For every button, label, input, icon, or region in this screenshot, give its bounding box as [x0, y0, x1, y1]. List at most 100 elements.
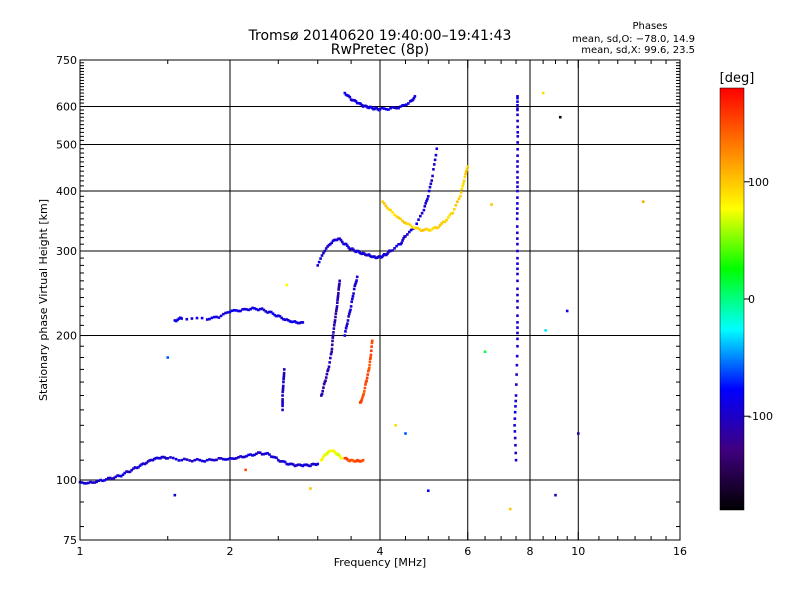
trace-point — [516, 135, 520, 138]
trace-point — [369, 356, 372, 359]
trace-point — [336, 301, 339, 305]
trace-point — [243, 307, 246, 311]
trace-point — [130, 468, 133, 472]
trace-point — [516, 293, 519, 297]
trace-point — [347, 312, 351, 316]
trace-point — [334, 315, 337, 319]
trace-point — [344, 327, 348, 330]
trace-point — [118, 474, 121, 478]
trace-point — [515, 217, 519, 221]
trace-point — [110, 477, 114, 481]
trace-point — [264, 452, 268, 455]
noise-point — [173, 493, 177, 497]
trace-point — [329, 242, 332, 246]
trace-point — [312, 462, 315, 466]
trace-point — [364, 383, 367, 386]
data-layer — [78, 91, 645, 511]
trace-point — [271, 455, 275, 459]
trace-point — [514, 399, 518, 403]
trace-point — [309, 464, 312, 468]
colorbar-label: [deg] — [720, 71, 755, 86]
trace-point — [235, 457, 238, 460]
trace-point — [354, 281, 358, 284]
trace-point — [268, 453, 271, 456]
trace-point — [414, 226, 418, 230]
trace-point — [232, 457, 236, 461]
trace-point — [435, 147, 439, 151]
trace-point — [331, 339, 334, 343]
trace-point — [335, 238, 339, 242]
trace-point — [363, 386, 367, 390]
trace-point — [266, 311, 269, 314]
trace-point — [516, 262, 519, 265]
trace-point — [222, 457, 225, 461]
trace-point — [330, 347, 334, 351]
trace-point — [360, 103, 364, 107]
trace-point — [516, 321, 519, 324]
trace-point — [513, 436, 517, 440]
trace-point — [413, 95, 417, 98]
trace-point — [258, 451, 262, 455]
trace-point — [219, 457, 223, 460]
trace-point — [235, 309, 238, 312]
trace-point — [336, 298, 339, 302]
trace-point — [140, 463, 143, 466]
trace-point — [217, 316, 221, 319]
trace-point — [262, 308, 266, 312]
trace-point — [268, 310, 271, 314]
trace-point — [348, 95, 352, 99]
trace-point — [382, 107, 386, 110]
trace-point — [177, 317, 181, 320]
noise-point — [558, 115, 562, 119]
trace-point — [160, 455, 164, 459]
trace-point — [516, 176, 519, 179]
trace-point — [262, 452, 266, 456]
trace-point — [348, 310, 352, 314]
trace-point — [121, 473, 125, 477]
x-tick-label: 8 — [527, 545, 534, 558]
trace-point — [516, 279, 519, 283]
trace-point — [195, 316, 199, 320]
trace-point — [449, 212, 453, 215]
trace-point — [281, 394, 284, 397]
trace-point — [255, 452, 258, 456]
trace-point — [146, 460, 150, 463]
trace-point — [99, 478, 102, 482]
trace-point — [433, 158, 437, 162]
trace-point — [453, 208, 456, 211]
trace-point — [362, 390, 366, 393]
trace-point — [344, 330, 347, 333]
trace-point — [516, 267, 519, 271]
trace-point — [176, 318, 179, 322]
trace-point — [159, 456, 162, 460]
trace-point — [457, 197, 461, 201]
trace-point — [410, 225, 414, 229]
trace-point — [332, 331, 335, 334]
trace-point — [241, 308, 244, 311]
trace-point — [212, 458, 216, 462]
trace-point — [333, 319, 337, 322]
trace-point — [387, 250, 390, 254]
trace-point — [418, 227, 421, 231]
trace-point — [515, 354, 519, 358]
trace-point — [276, 458, 280, 462]
trace-point — [514, 405, 517, 408]
trace-point — [327, 368, 330, 371]
trace-point — [269, 455, 273, 458]
trace-point — [283, 460, 287, 464]
trace-point — [173, 319, 177, 322]
trace-point — [516, 287, 519, 291]
trace-point — [516, 331, 519, 335]
noise-point — [541, 91, 545, 95]
trace-point — [391, 249, 394, 252]
trace-point — [355, 275, 359, 279]
trace-point — [421, 229, 425, 232]
trace-point — [282, 371, 286, 375]
trace-point — [456, 200, 459, 204]
trace-point — [516, 100, 519, 103]
trace-point — [325, 372, 329, 376]
trace-point — [516, 154, 519, 157]
colorbar-ticks: 100 0 -100 — [744, 176, 773, 423]
trace-point — [230, 309, 234, 313]
trace-point — [340, 240, 344, 244]
